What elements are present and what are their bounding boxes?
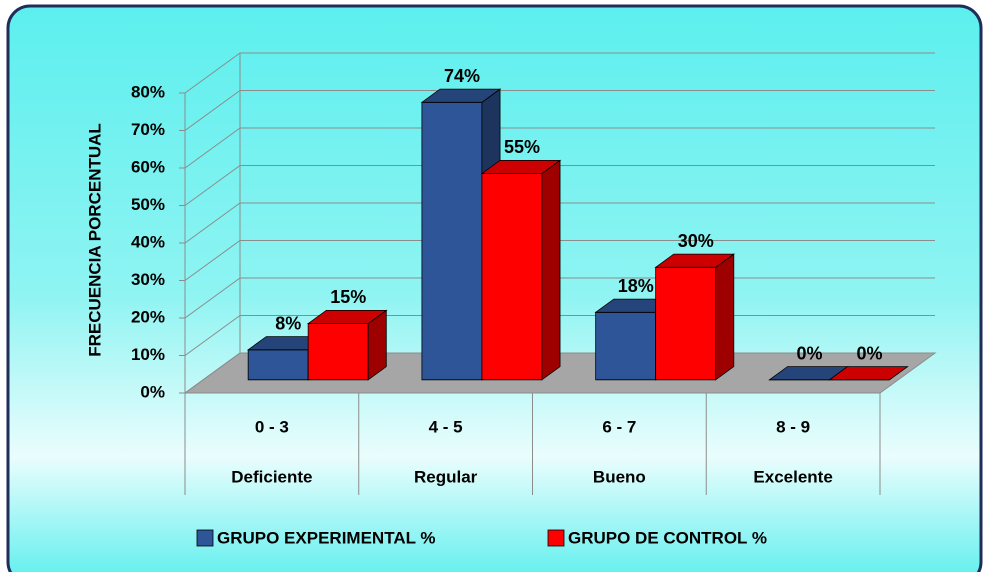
bar-front xyxy=(421,101,483,381)
x-category-label: Deficiente xyxy=(231,467,312,486)
data-label: 18% xyxy=(618,276,654,296)
x-category-label: Bueno xyxy=(593,467,646,486)
x-tick-label: 8 - 9 xyxy=(776,417,810,436)
grid-line xyxy=(184,202,935,244)
legend-label: GRUPO DE CONTROL % xyxy=(568,528,767,547)
bar xyxy=(306,309,388,381)
grid-line xyxy=(184,127,935,169)
data-label: 0% xyxy=(797,343,823,363)
data-label: 8% xyxy=(275,313,301,333)
legend-swatch xyxy=(547,529,565,547)
bar-side xyxy=(541,159,561,381)
bar-front xyxy=(655,266,717,381)
y-tick-label: 70% xyxy=(131,120,165,139)
bar-top xyxy=(654,253,736,268)
x-category-label: Regular xyxy=(414,467,478,486)
grid-line xyxy=(184,52,935,94)
bar-top xyxy=(480,159,562,174)
bar-front xyxy=(595,311,657,381)
data-label: 55% xyxy=(504,137,540,157)
bar-top xyxy=(828,366,909,381)
x-tick-label: 4 - 5 xyxy=(429,417,463,436)
data-label: 0% xyxy=(857,343,883,363)
bar-front xyxy=(247,349,309,381)
y-tick-label: 50% xyxy=(131,195,165,214)
y-tick-label: 30% xyxy=(131,270,165,289)
bar-front xyxy=(307,323,369,381)
bar-top xyxy=(306,309,388,324)
bar-side xyxy=(715,253,735,381)
y-tick-label: 80% xyxy=(131,82,165,101)
grid-line xyxy=(184,165,935,206)
bar xyxy=(654,253,736,381)
y-tick-label: 10% xyxy=(131,345,165,364)
bar-front xyxy=(481,173,543,381)
grid-line xyxy=(184,240,935,281)
y-tick-label: 0% xyxy=(140,382,165,401)
y-tick-label: 20% xyxy=(131,307,165,326)
x-tick-label: 0 - 3 xyxy=(255,417,289,436)
y-axis-title: FRECUENCIA PORCENTUAL xyxy=(85,123,104,357)
y-tick-label: 60% xyxy=(131,157,165,176)
grid-line xyxy=(184,90,935,131)
legend-label: GRUPO EXPERIMENTAL % xyxy=(217,528,436,547)
data-label: 30% xyxy=(678,231,714,251)
y-tick-label: 40% xyxy=(131,232,165,251)
data-label: 74% xyxy=(444,66,480,86)
x-tick-label: 6 - 7 xyxy=(602,417,636,436)
x-category-label: Excelente xyxy=(753,467,832,486)
bar xyxy=(480,159,562,381)
bar xyxy=(828,366,909,381)
bar-top xyxy=(420,88,502,103)
legend-swatch xyxy=(196,529,214,547)
data-label: 15% xyxy=(330,287,366,307)
